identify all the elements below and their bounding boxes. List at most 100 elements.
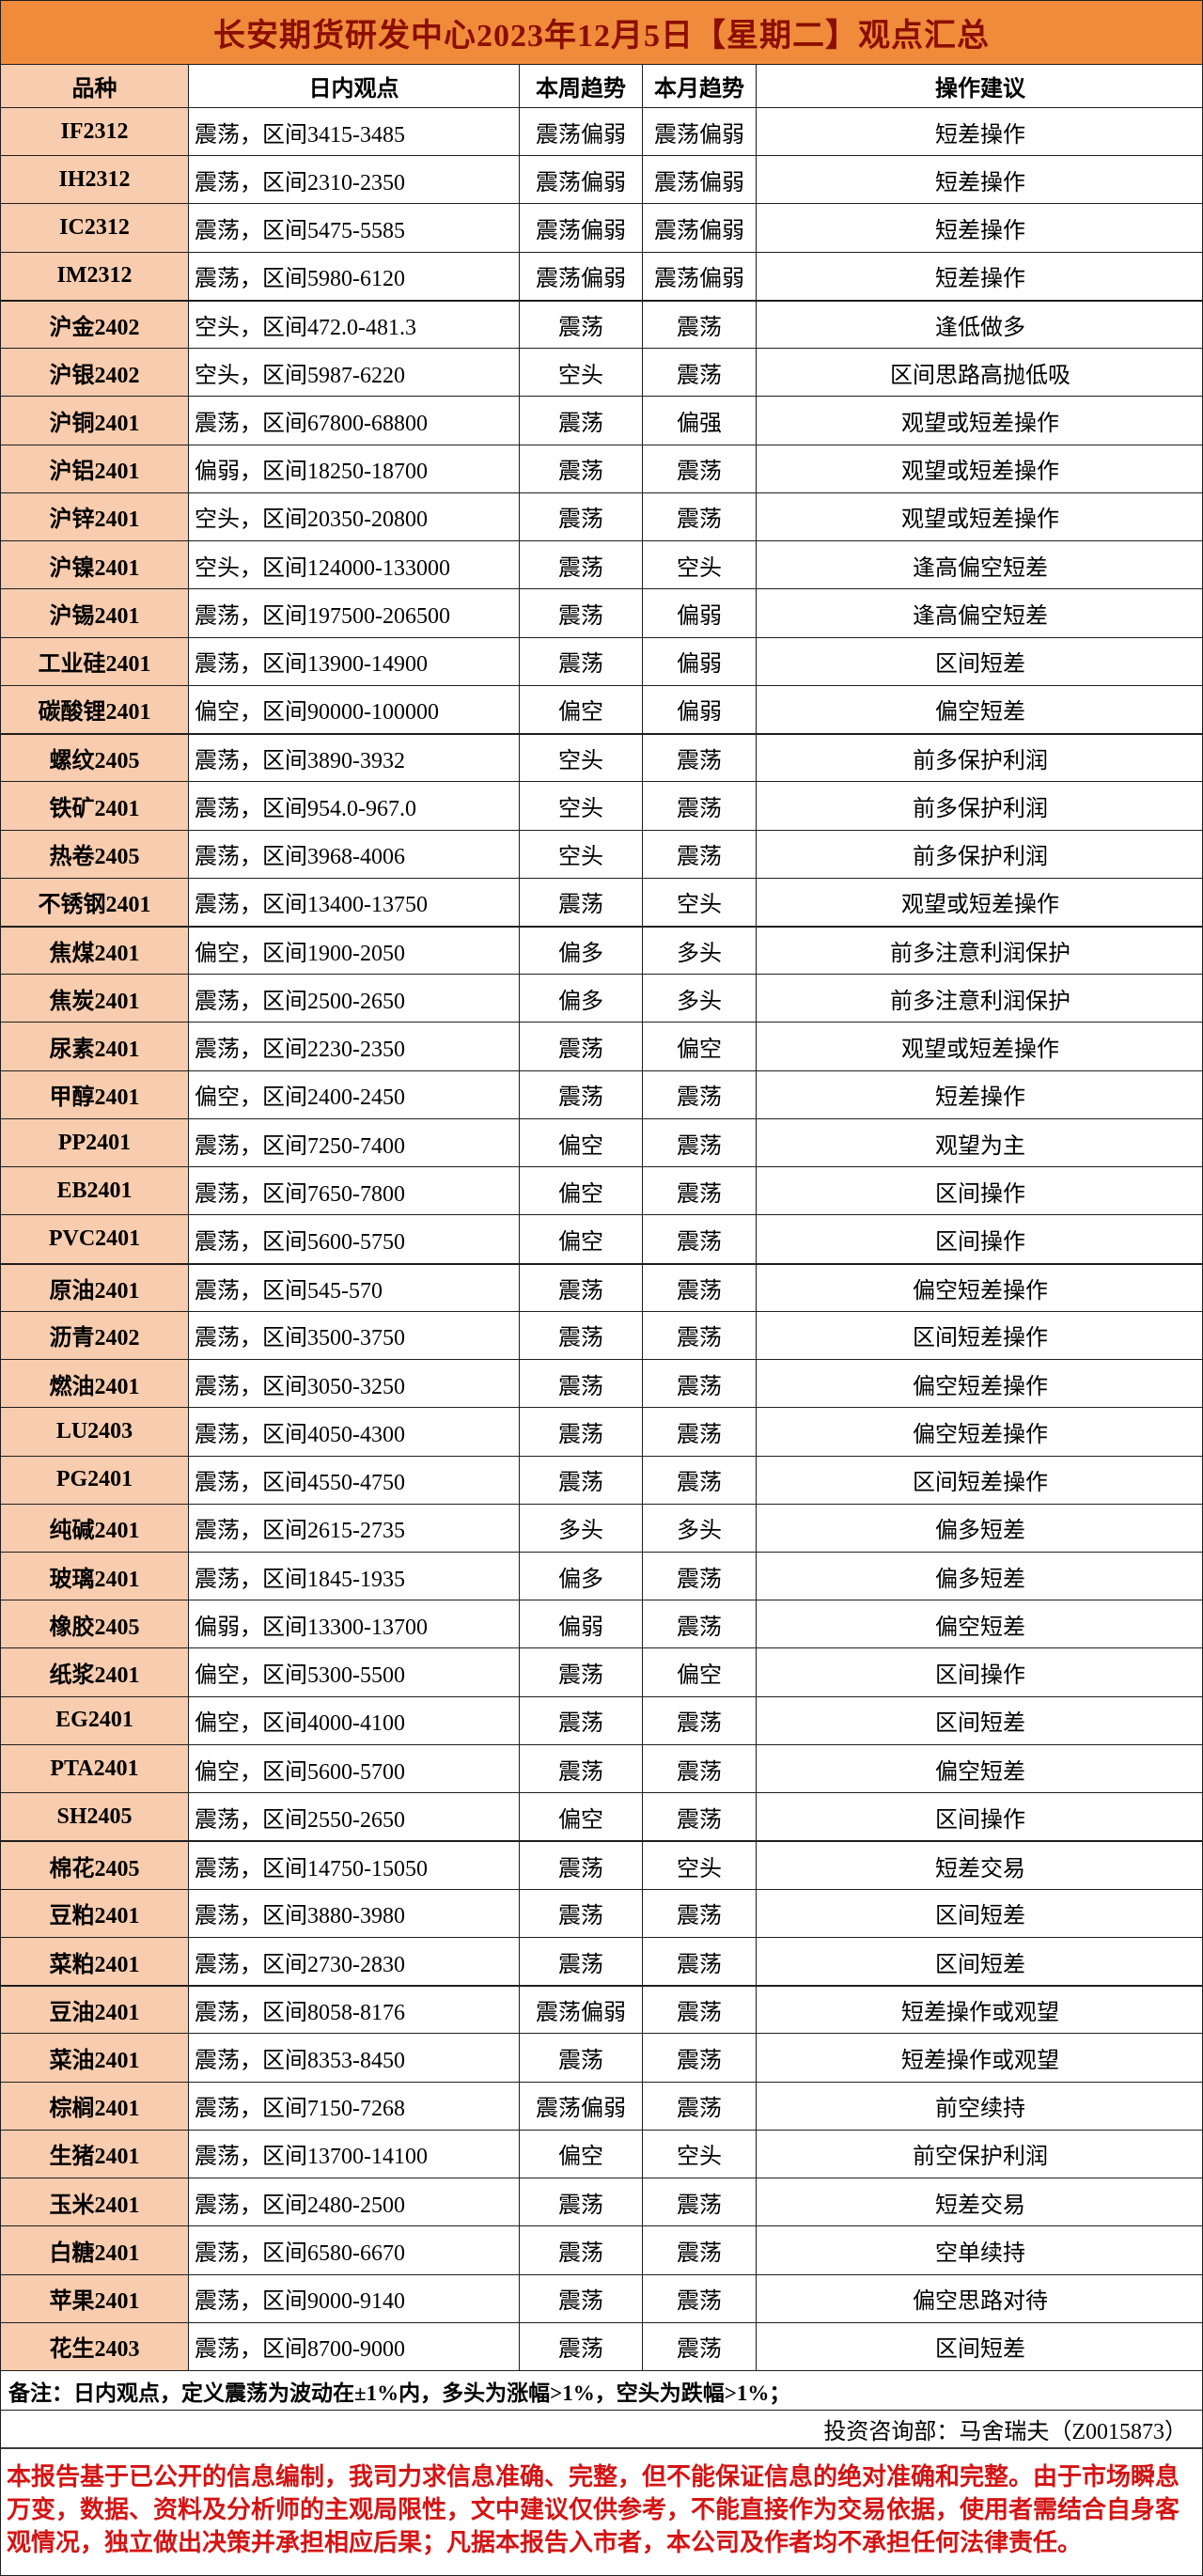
table-row: 沪银2402 空头，区间5987-6220 空头 震荡 区间思路高抛低吸 [1,348,1202,397]
table-row: 菜油2401 震荡，区间8353-8450 震荡 震荡 短差操作或观望 [1,2033,1202,2082]
variety-cell: 原油2401 [1,1264,189,1311]
week-trend-cell: 偏多 [520,1553,643,1600]
intraday-cell: 空头，区间472.0-481.3 [189,301,520,349]
table-row: 焦炭2401 震荡，区间2500-2650 偏多 多头 前多注意利润保护 [1,974,1202,1023]
month-trend-cell: 震荡 [643,1167,757,1215]
advice-cell: 短差操作或观望 [901,2001,1059,2026]
intraday-cell: 震荡，区间13900-14900 [189,637,520,685]
advice-cell: 观望或短差操作 [901,412,1059,436]
week-trend-cell: 偏空 [520,2130,643,2178]
table-row: 尿素2401 震荡，区间2230-2350 震荡 偏空 观望或短差操作 [1,1022,1202,1070]
month-trend-cell: 震荡 [643,782,757,830]
intraday-cell: 震荡，区间954.0-967.0 [189,782,520,830]
week-trend-cell: 震荡 [520,2034,643,2082]
month-trend-cell: 震荡 [643,301,757,349]
advice-cell: 偏多短差 [935,1519,1025,1544]
advice-cell: 区间操作 [935,1807,1025,1833]
variety-cell: 工业硅2401 [1,637,189,685]
advice-cell: 区间思路高抛低吸 [890,363,1070,388]
table-row: SH2405 震荡，区间2550-2650 偏空 震荡 区间操作 [1,1792,1202,1841]
disclaimer-box: 本报告基于已公开的信息编制，我司力求信息准确、完整，但不能保证信息的绝对准确和完… [1,2447,1202,2575]
intraday-cell: 震荡，区间8700-9000 [189,2322,520,2370]
intraday-cell: 空头，区间20350-20800 [189,492,520,541]
column-header-week-trend: 本周趋势 [520,65,643,107]
variety-cell: 豆油2401 [1,1987,189,2034]
month-trend-cell: 震荡 [643,1793,757,1841]
week-trend-cell: 震荡 [520,1456,643,1504]
table-row: 沪铜2401 震荡，区间67800-68800 震荡 偏强 观望或短差操作 [1,396,1202,445]
intraday-cell: 空头，区间5987-6220 [189,349,520,397]
table-row: IC2312 震荡，区间5475-5585 震荡偏弱 震荡偏弱 短差操作 [1,203,1202,252]
variety-cell: IM2312 [1,252,189,300]
table-row: 螺纹2405 震荡，区间3890-3932 空头 震荡 前多保护利润 [1,733,1202,782]
advice-cell: 逢高偏空短差 [913,555,1048,581]
table-row: 棉花2405 震荡，区间14750-15050 震荡 空头 短差交易 [1,1840,1202,1889]
table-row: 纯碱2401 震荡，区间2615-2735 多头 多头 偏多短差 [1,1503,1202,1553]
variety-cell: 纯碱2401 [1,1504,189,1553]
advice-cell: 短差操作 [935,1085,1025,1111]
variety-cell: 甲醇2401 [1,1070,189,1118]
week-trend-cell: 震荡 [520,1648,643,1696]
table-row: 不锈钢2401 震荡，区间13400-13750 震荡 空头 观望或短差操作 [1,877,1202,926]
week-trend-cell: 偏多 [520,975,643,1023]
variety-cell: 沪锌2401 [1,492,189,541]
week-trend-cell: 震荡 [520,1070,643,1118]
month-trend-cell: 空头 [643,541,757,589]
week-trend-cell: 偏弱 [520,1600,643,1648]
week-trend-cell: 空头 [520,830,643,878]
table-row: 生猪2401 震荡，区间13700-14100 偏空 空头 前空保护利润 [1,2129,1202,2178]
month-trend-cell: 震荡 [643,2082,757,2130]
advice-cell: 偏空思路对待 [913,2289,1048,2315]
week-trend-cell: 震荡 [520,1889,643,1937]
variety-cell: PVC2401 [1,1215,189,1263]
variety-cell: 花生2403 [1,2322,189,2370]
month-trend-cell: 偏空 [643,1023,757,1070]
intraday-cell: 偏弱，区间13300-13700 [189,1600,520,1648]
variety-cell: 白糖2401 [1,2226,189,2274]
intraday-cell: 震荡，区间67800-68800 [189,397,520,445]
month-trend-cell: 震荡 [643,1070,757,1118]
variety-cell: 棕榈2401 [1,2082,189,2130]
advice-cell: 前空续持 [935,2097,1025,2122]
note-row: 备注：日内观点，定义震荡为波动在±1%内，多头为涨幅>1%，空头为跌幅>1%； [1,2370,1202,2410]
advice-cell: 短差操作 [935,219,1025,244]
intraday-cell: 震荡，区间2500-2650 [189,975,520,1023]
advice-cell: 观望或短差操作 [901,460,1059,485]
advice-cell: 前多注意利润保护 [890,942,1070,967]
week-trend-cell: 震荡 [520,2178,643,2226]
table-row: 沥青2402 震荡，区间3500-3750 震荡 震荡 区间短差操作 [1,1310,1202,1360]
week-trend-cell: 偏多 [520,927,643,975]
variety-cell: 铁矿2401 [1,782,189,830]
table-row: EB2401 震荡，区间7650-7800 偏空 震荡 区间操作 [1,1166,1202,1215]
advice-cell: 逢低做多 [935,316,1025,341]
advice-cell: 偏空短差操作 [913,1374,1048,1399]
month-trend-cell: 多头 [643,1504,757,1553]
week-trend-cell: 震荡 [520,492,643,541]
week-trend-cell: 空头 [520,735,643,782]
week-trend-cell: 震荡偏弱 [520,156,643,204]
intraday-cell: 震荡，区间2310-2350 [189,156,520,204]
table-row: 热卷2405 震荡，区间3968-4006 空头 震荡 前多保护利润 [1,829,1202,878]
week-trend-cell: 震荡偏弱 [520,2082,643,2130]
intraday-cell: 偏空，区间1900-2050 [189,927,520,975]
table-row: 工业硅2401 震荡，区间13900-14900 震荡 偏弱 区间短差 [1,636,1202,685]
week-trend-cell: 震荡 [520,1744,643,1793]
month-trend-cell: 震荡 [643,2226,757,2274]
table-row: IM2312 震荡，区间5980-6120 震荡偏弱 震荡偏弱 短差操作 [1,251,1202,300]
intraday-cell: 震荡，区间4550-4750 [189,1456,520,1504]
variety-cell: 菜粕2401 [1,1937,189,1986]
intraday-cell: 震荡，区间3500-3750 [189,1311,520,1360]
month-trend-cell: 震荡 [643,1889,757,1937]
intraday-cell: 震荡，区间14750-15050 [189,1842,520,1889]
month-trend-cell: 震荡偏弱 [643,204,757,252]
month-trend-cell: 偏弱 [643,685,757,734]
month-trend-cell: 震荡 [643,2034,757,2082]
intraday-cell: 震荡，区间5600-5750 [189,1215,520,1263]
week-trend-cell: 震荡 [520,1842,643,1889]
week-trend-cell: 偏空 [520,1167,643,1215]
page-title: 长安期货研发中心2023年12月5日【星期二】观点汇总 [213,19,990,54]
column-header-variety: 品种 [1,65,189,107]
month-trend-cell: 空头 [643,878,757,926]
advice-cell: 前多注意利润保护 [890,989,1070,1014]
